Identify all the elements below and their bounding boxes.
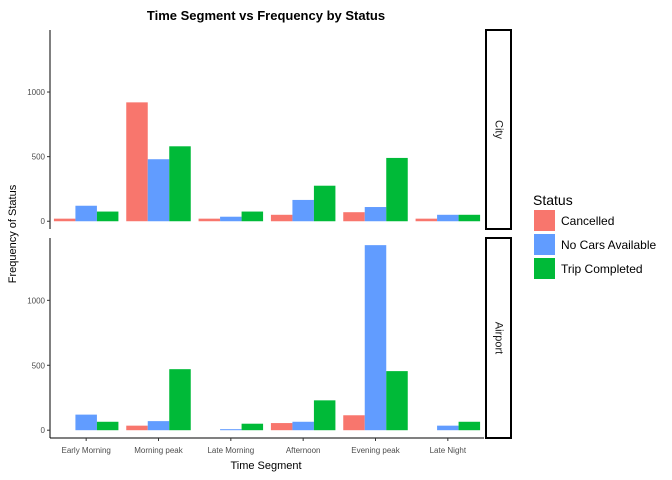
x-tick-label: Evening peak <box>351 446 400 455</box>
bar-city-trip-completed-0 <box>96 211 119 222</box>
x-axis-title: Time Segment <box>230 460 301 472</box>
x-tick-label: Morning peak <box>134 446 183 455</box>
y-tick-label: 0 <box>41 217 46 226</box>
bar-airport-no-cars-available-1 <box>147 421 170 431</box>
bar-airport-no-cars-available-0 <box>75 414 97 431</box>
legend-label: No Cars Available <box>561 238 656 252</box>
legend-key-no-cars-available <box>534 234 555 255</box>
legend-label: Trip Completed <box>561 262 643 276</box>
x-axis: Early Morning Morning peak Late Morning Aft… <box>50 437 484 455</box>
bar-city-cancelled-4 <box>343 212 365 222</box>
facet-strip-label: Airport <box>493 322 505 354</box>
bar-city-cancelled-1 <box>126 102 148 222</box>
bar-city-no-cars-available-5 <box>437 214 459 222</box>
bar-city-cancelled-5 <box>415 218 438 222</box>
y-tick-label: 500 <box>32 153 46 162</box>
bar-city-no-cars-available-2 <box>220 216 242 222</box>
y-tick-label: 500 <box>32 361 46 370</box>
bar-airport-trip-completed-0 <box>96 421 119 431</box>
bar-city-trip-completed-4 <box>386 157 408 222</box>
facet-panel-airport: 0 500 1000 Airport <box>27 237 512 439</box>
bar-airport-cancelled-3 <box>270 423 293 431</box>
y-tick-label: 1000 <box>27 296 45 305</box>
y-axis-title: Frequency of Status <box>7 184 19 283</box>
bar-airport-trip-completed-5 <box>458 421 481 431</box>
facet-strip <box>485 29 512 230</box>
bar-city-no-cars-available-3 <box>292 199 314 222</box>
bar-city-no-cars-available-4 <box>364 207 387 222</box>
bar-airport-no-cars-available-4 <box>364 245 387 431</box>
bar-airport-trip-completed-1 <box>169 369 191 431</box>
legend-key-trip-completed <box>534 258 555 279</box>
bar-airport-no-cars-available-2 <box>220 429 242 431</box>
legend-key-cancelled <box>534 210 555 231</box>
legend: Status Cancelled No Cars Available Trip Co… <box>533 192 656 279</box>
x-tick-label: Early Morning <box>61 446 110 455</box>
legend-label: Cancelled <box>561 214 614 228</box>
bar-city-trip-completed-3 <box>313 185 336 222</box>
bar-city-cancelled-2 <box>198 218 221 222</box>
bar-airport-trip-completed-4 <box>386 371 408 431</box>
bar-airport-trip-completed-2 <box>241 423 264 431</box>
bar-city-trip-completed-1 <box>169 146 191 222</box>
bar-airport-trip-completed-3 <box>313 400 336 431</box>
facet-panels: 0 500 1000 City 0 500 1000 Airport <box>27 29 512 439</box>
y-tick-label: 0 <box>41 426 46 435</box>
facet-strip-label: City <box>493 120 505 139</box>
legend-title: Status <box>533 192 573 208</box>
bar-airport-no-cars-available-3 <box>292 421 314 431</box>
bar-city-cancelled-3 <box>270 214 293 222</box>
x-tick-label: Late Night <box>430 446 467 455</box>
bar-city-no-cars-available-0 <box>75 205 97 222</box>
bar-city-trip-completed-5 <box>458 214 481 222</box>
bar-city-no-cars-available-1 <box>147 159 170 222</box>
facet-strip <box>485 237 512 439</box>
bar-airport-no-cars-available-5 <box>437 425 459 431</box>
bar-city-trip-completed-2 <box>241 211 264 222</box>
y-tick-label: 1000 <box>27 88 45 97</box>
bar-airport-cancelled-4 <box>343 415 365 431</box>
x-tick-label: Late Morning <box>207 446 254 455</box>
x-tick-label: Afternoon <box>286 446 321 455</box>
bar-city-cancelled-0 <box>53 218 76 222</box>
facet-panel-city: 0 500 1000 City <box>27 29 512 230</box>
chart-title: Time Segment vs Frequency by Status <box>147 8 385 23</box>
bar-airport-cancelled-1 <box>126 425 148 431</box>
